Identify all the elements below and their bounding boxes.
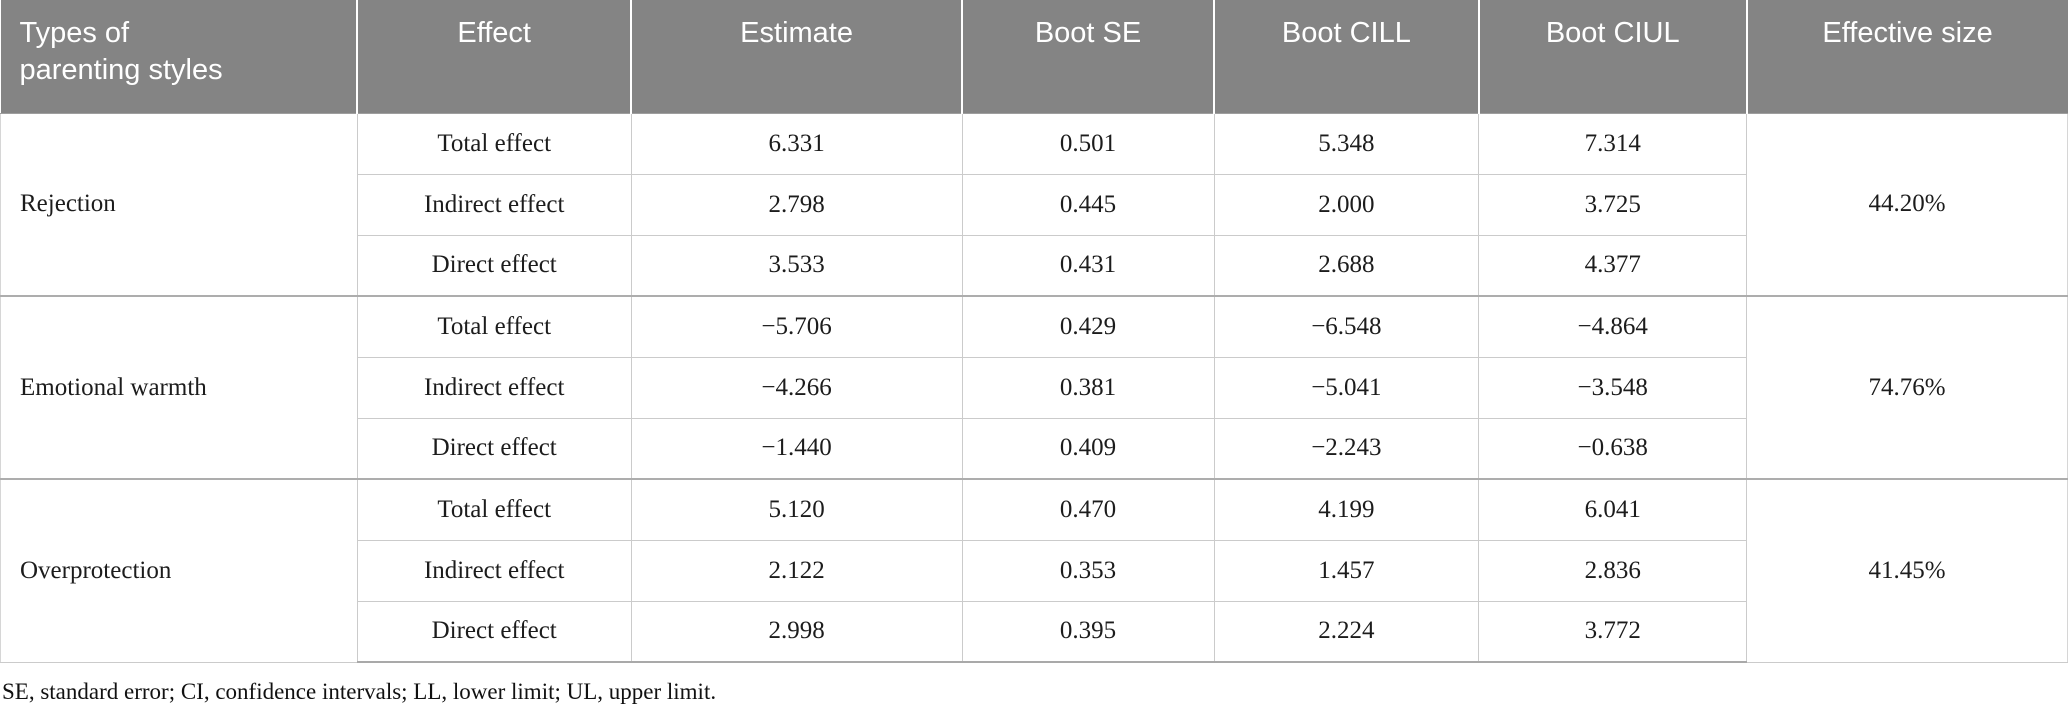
boot-ciul-cell: 2.836: [1478, 539, 1748, 602]
boot-se-cell: 0.445: [961, 173, 1215, 236]
header-effective-size: Effective size: [1746, 0, 2068, 114]
boot-ciul-cell: 3.725: [1478, 173, 1748, 236]
effect-cell: Direct effect: [356, 234, 632, 297]
boot-cill-cell: −5.041: [1213, 356, 1480, 419]
boot-ciul-cell: −0.638: [1478, 417, 1748, 480]
type-cell: Emotional warmth: [0, 295, 358, 480]
boot-ciul-cell: −4.864: [1478, 295, 1748, 358]
effective-size-cell: 44.20%: [1746, 113, 2068, 297]
boot-cill-cell: 4.199: [1213, 478, 1480, 541]
boot-se-cell: 0.381: [961, 356, 1215, 419]
boot-cill-cell: −6.548: [1213, 295, 1480, 358]
estimate-cell: 5.120: [630, 478, 963, 541]
effect-cell: Total effect: [356, 295, 632, 358]
mediation-effects-table: Types of parenting styles Effect Estimate…: [0, 0, 2068, 663]
effect-cell: Direct effect: [356, 600, 632, 663]
estimate-cell: 2.122: [630, 539, 963, 602]
header-effect: Effect: [357, 0, 633, 114]
table-row: Indirect effect 2.798 0.445 2.000 3.725: [1, 173, 2068, 236]
table-row: Emotional warmth Total effect −5.706 0.429−…: [0, 295, 2068, 480]
header-row: Types of parenting styles Effect Estimate…: [0, 0, 2068, 114]
boot-cill-cell: 2.688: [1213, 234, 1480, 297]
boot-cill-cell: 2.000: [1213, 173, 1480, 236]
effect-cell: Indirect effect: [356, 356, 632, 419]
boot-ciul-cell: −3.548: [1478, 356, 1748, 419]
effect-cell: Total effect: [356, 113, 632, 175]
effect-cell: Direct effect: [356, 417, 632, 480]
boot-ciul-cell: 4.377: [1478, 234, 1748, 297]
effect-cell: Total effect: [356, 478, 632, 541]
table-row: Rejection Total effect 6.331 0.501 5.348 7.31…: [0, 113, 2068, 297]
table-row: Overprotection Total effect 5.120 0.470 4.19…: [0, 478, 2068, 663]
boot-cill-cell: −2.243: [1213, 417, 1480, 480]
effective-size-cell: 41.45%: [1746, 478, 2068, 663]
effective-size-cell: 74.76%: [1746, 295, 2068, 480]
effect-cell: Indirect effect: [356, 173, 632, 236]
estimate-cell: 6.331: [630, 113, 963, 175]
table-row: Direct effect 3.533 0.431 2.688 4.377: [1, 234, 2068, 297]
effect-cell: Indirect effect: [356, 539, 632, 602]
header-types-of-parenting-styles: Types of parenting styles: [0, 0, 359, 114]
boot-se-cell: 0.429: [961, 295, 1215, 358]
boot-se-cell: 0.470: [961, 478, 1215, 541]
table-row: Direct effect 2.998 0.395 2.224 3.772: [1, 600, 2068, 663]
boot-se-cell: 0.501: [961, 113, 1215, 175]
estimate-cell: 3.533: [630, 234, 963, 297]
boot-se-cell: 0.409: [961, 417, 1215, 480]
boot-se-cell: 0.431: [961, 234, 1215, 297]
header-boot-ciul: Boot CIUL: [1478, 0, 1748, 114]
header-boot-se: Boot SE: [962, 0, 1215, 114]
table-row: Direct effect −1.440 0.409 −2.243 −0.638: [1, 417, 2068, 480]
boot-se-cell: 0.353: [961, 539, 1215, 602]
estimate-cell: 2.798: [630, 173, 963, 236]
boot-ciul-cell: 7.314: [1478, 113, 1748, 175]
boot-cill-cell: 2.224: [1213, 600, 1480, 663]
type-cell: Overprotection: [0, 478, 358, 663]
header-estimate: Estimate: [631, 0, 964, 114]
estimate-cell: −4.266: [630, 356, 963, 419]
estimate-cell: 2.998: [630, 600, 963, 663]
boot-ciul-cell: 3.772: [1478, 600, 1748, 663]
boot-cill-cell: 1.457: [1213, 539, 1480, 602]
table-footnote: SE, standard error; CI, confidence inter…: [2, 679, 717, 704]
table-row: Indirect effect 2.122 0.353 1.457 2.836: [1, 539, 2068, 602]
type-cell: Rejection: [0, 113, 358, 297]
boot-cill-cell: 5.348: [1213, 113, 1480, 175]
estimate-cell: −5.706: [630, 295, 963, 358]
boot-se-cell: 0.395: [961, 600, 1215, 663]
boot-ciul-cell: 6.041: [1478, 478, 1748, 541]
estimate-cell: −1.440: [630, 417, 963, 480]
header-boot-cill: Boot CILL: [1214, 0, 1480, 114]
